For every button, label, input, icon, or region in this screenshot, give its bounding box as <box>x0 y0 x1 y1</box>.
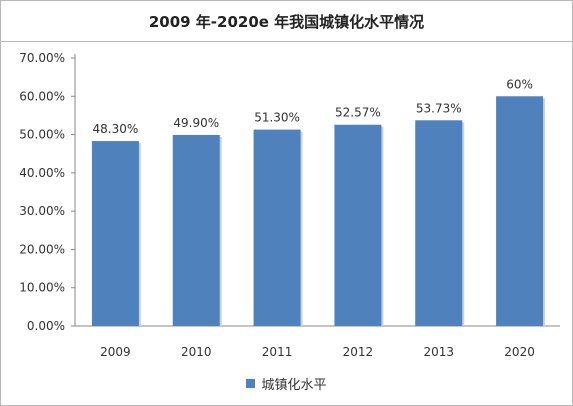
x-tick-label: 2013 <box>423 345 454 359</box>
bar <box>415 120 463 326</box>
y-tick-label: 20.00% <box>19 242 65 256</box>
y-tick-label: 0.00% <box>27 319 65 333</box>
chart-title: 2009 年-2020e 年我国城镇化水平情况 <box>1 1 572 42</box>
y-tick-label: 60.00% <box>19 89 65 103</box>
legend-swatch <box>246 378 256 388</box>
x-tick-label: 2012 <box>343 345 374 359</box>
data-label: 52.57% <box>335 106 381 120</box>
bar <box>253 129 301 326</box>
bar <box>91 141 139 326</box>
y-tick-label: 30.00% <box>19 204 65 218</box>
y-tick-label: 70.00% <box>19 51 65 65</box>
data-label: 49.90% <box>173 116 219 130</box>
bar <box>172 134 220 326</box>
legend-label: 城镇化水平 <box>261 377 327 393</box>
y-tick-label: 40.00% <box>19 166 65 180</box>
bar <box>496 96 544 327</box>
x-tick-label: 2020 <box>504 345 535 359</box>
data-label: 48.30% <box>93 122 139 136</box>
data-label: 60% <box>506 77 533 91</box>
x-tick-label: 2009 <box>100 345 131 359</box>
x-tick-label: 2010 <box>181 345 212 359</box>
y-tick-label: 10.00% <box>19 281 65 295</box>
data-label: 51.30% <box>254 111 300 125</box>
legend: 城镇化水平 <box>0 372 573 394</box>
y-tick-label: 50.00% <box>19 128 65 142</box>
data-label: 53.73% <box>416 101 462 115</box>
bar <box>334 124 382 327</box>
x-tick-label: 2011 <box>262 345 293 359</box>
